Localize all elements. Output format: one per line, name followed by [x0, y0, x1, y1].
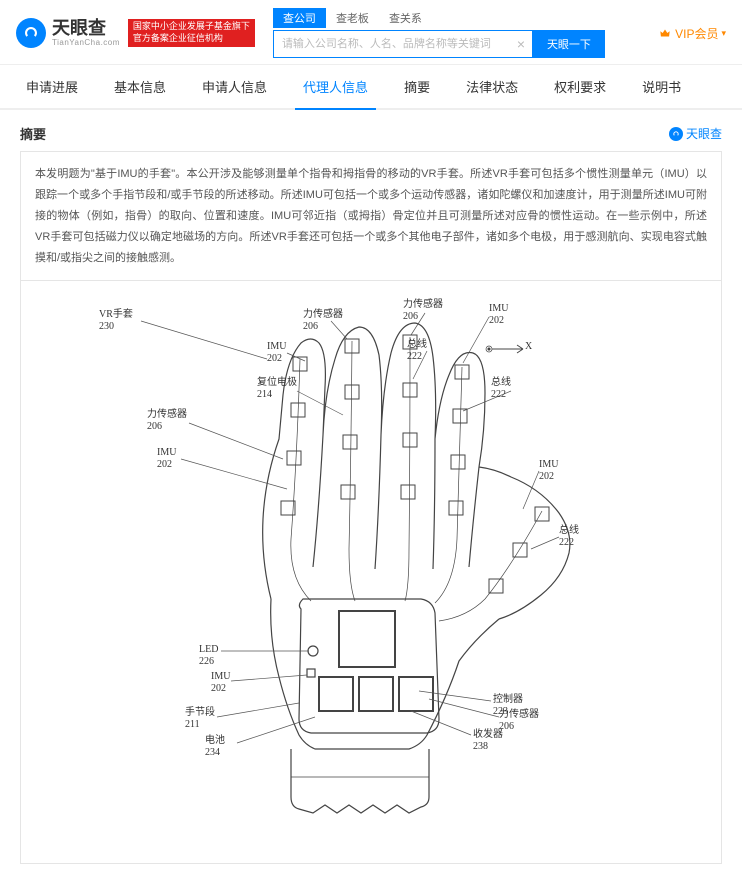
tab-basic[interactable]: 基本信息 — [96, 65, 184, 108]
search-block: 查公司 查老板 查关系 × 天眼一下 — [273, 8, 605, 58]
tab-claims[interactable]: 权利要求 — [536, 65, 624, 108]
diagram-label-l5: IMU202 — [267, 341, 286, 364]
diagram-label-l13: 总线222 — [559, 525, 579, 548]
diagram-label-l8: 复位电极214 — [257, 377, 297, 400]
diagram-label-l20: 收发器238 — [473, 729, 503, 752]
search-tab-relation[interactable]: 查关系 — [379, 8, 432, 28]
nav-tabs: 申请进展 基本信息 申请人信息 代理人信息 摘要 法律状态 权利要求 说明书 — [0, 65, 742, 110]
watermark-text: 天眼查 — [686, 125, 722, 142]
search-button[interactable]: 天眼一下 — [533, 30, 605, 58]
diagram-label-l4: IMU202 — [489, 303, 508, 326]
tab-progress[interactable]: 申请进展 — [8, 65, 96, 108]
diagram-label-l16: 手节段211 — [185, 707, 215, 730]
clear-icon[interactable]: × — [515, 36, 527, 52]
tab-applicant[interactable]: 申请人信息 — [184, 65, 285, 108]
tab-abstract[interactable]: 摘要 — [386, 65, 448, 108]
diagram-label-l2: 力传感器206 — [303, 309, 343, 332]
diagram-label-l7: X — [525, 341, 532, 353]
content: 摘要 天眼查 本发明题为"基于IMU的手套"。本公开涉及能够测量单个指骨和拇指骨… — [0, 110, 742, 878]
search-tab-boss[interactable]: 查老板 — [326, 8, 379, 28]
badge-line2: 官方备案企业征信机构 — [133, 33, 250, 45]
diagram-label-l11: IMU202 — [157, 447, 176, 470]
diagram-label-l1: VR手套230 — [99, 309, 133, 332]
vip-link[interactable]: VIP会员 ▾ — [658, 25, 726, 42]
search-tab-company[interactable]: 查公司 — [273, 8, 326, 28]
chevron-down-icon: ▾ — [721, 28, 726, 39]
search-input[interactable] — [273, 30, 533, 58]
patent-diagram: VR手套230 力传感器206 力传感器206 IMU202 IMU202 总线222 X 复… — [91, 299, 651, 839]
diagram-label-l10: 力传感器206 — [147, 409, 187, 432]
tab-spec[interactable]: 说明书 — [624, 65, 699, 108]
logo-cn: 天眼查 — [52, 19, 120, 39]
diagram-label-l12: IMU202 — [539, 459, 558, 482]
logo-icon — [16, 18, 46, 48]
section-title: 摘要 — [20, 124, 46, 143]
glove-svg — [91, 299, 651, 839]
watermark-icon — [669, 127, 683, 141]
diagram-label-l14: LED226 — [199, 644, 218, 667]
diagram-label-l19: 力传感器206 — [499, 709, 539, 732]
diagram-label-l15: IMU202 — [211, 671, 230, 694]
tab-agent[interactable]: 代理人信息 — [285, 65, 386, 108]
badge-line1: 国家中小企业发展子基金旗下 — [133, 21, 250, 33]
tab-legal[interactable]: 法律状态 — [448, 65, 536, 108]
badge: 国家中小企业发展子基金旗下 官方备案企业征信机构 — [128, 19, 255, 46]
diagram-label-l3: 力传感器206 — [403, 299, 443, 322]
watermark: 天眼查 — [669, 125, 722, 142]
crown-icon — [658, 26, 672, 40]
logo[interactable]: 天眼查 TianYanCha.com — [16, 18, 120, 48]
diagram-label-l9: 总线222 — [491, 377, 511, 400]
diagram-label-l17: 电池234 — [205, 735, 225, 758]
diagram-area: VR手套230 力传感器206 力传感器206 IMU202 IMU202 总线222 X 复… — [20, 281, 722, 864]
logo-en: TianYanCha.com — [52, 39, 120, 48]
search-tabs: 查公司 查老板 查关系 — [273, 8, 605, 28]
diagram-label-l6: 总线222 — [407, 339, 427, 362]
vip-label: VIP会员 — [675, 25, 718, 42]
abstract-box: 本发明题为"基于IMU的手套"。本公开涉及能够测量单个指骨和拇指骨的移动的VR手… — [20, 151, 722, 281]
header: 天眼查 TianYanCha.com 国家中小企业发展子基金旗下 官方备案企业征… — [0, 0, 742, 65]
